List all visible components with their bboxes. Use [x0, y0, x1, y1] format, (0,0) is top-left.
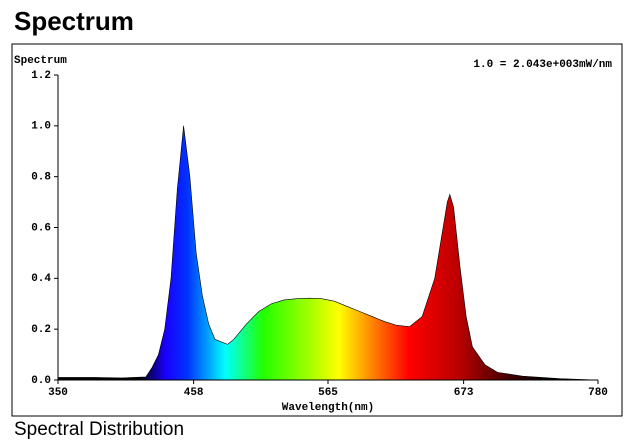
y-tick-label: 0.8 — [31, 172, 51, 184]
y-tick-label: 0.4 — [31, 273, 51, 285]
y-axis-label: Spectrum — [14, 55, 67, 67]
y-tick-label: 1.2 — [31, 70, 51, 82]
chart-frame — [11, 43, 623, 417]
x-axis-label: Wavelength(nm) — [282, 402, 374, 414]
x-tick-label: 673 — [454, 387, 474, 399]
x-tick-label: 458 — [184, 387, 204, 399]
y-tick-label: 0.0 — [31, 375, 51, 387]
x-tick-label: 565 — [318, 387, 338, 399]
footer: Spectral Distribution — [14, 419, 185, 440]
y-tick-label: 1.0 — [31, 121, 51, 133]
x-tick-label: 780 — [588, 387, 608, 399]
y-tick-label: 0.6 — [31, 222, 51, 234]
page-title: Spectrum — [14, 6, 134, 36]
y-tick-label: 0.2 — [31, 324, 51, 336]
chart: Spectrum 1.0 = 2.043e+003mW/nm Wavelengt… — [11, 43, 623, 417]
spectrum-area — [57, 125, 599, 381]
x-tick-label: 350 — [48, 387, 68, 399]
annotation: 1.0 = 2.043e+003mW/nm — [473, 59, 612, 71]
